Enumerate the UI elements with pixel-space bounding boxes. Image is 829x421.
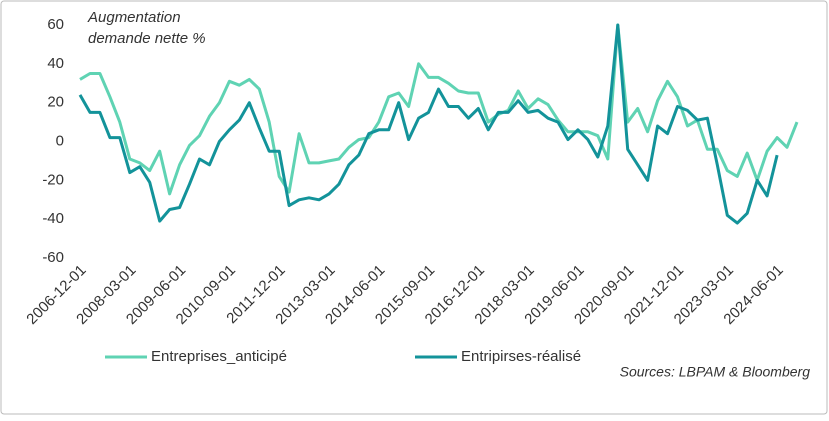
y-tick-label: 0 bbox=[56, 132, 64, 149]
y-tick-label: 40 bbox=[47, 55, 64, 72]
series-line bbox=[79, 23, 799, 196]
legend-label: Entripirses-réalisé bbox=[461, 348, 581, 365]
legend-label: Entreprises_anticipé bbox=[151, 348, 287, 365]
y-axis-label: demande nette % bbox=[88, 30, 206, 47]
y-axis-label: Augmentation bbox=[87, 9, 181, 26]
y-tick-label: -60 bbox=[42, 249, 64, 266]
source-note: Sources: LBPAM & Bloomberg bbox=[620, 364, 811, 380]
y-tick-label: 20 bbox=[47, 94, 64, 111]
y-tick-label: -20 bbox=[42, 171, 64, 188]
y-tick-label: -40 bbox=[42, 210, 64, 227]
series-line bbox=[78, 23, 779, 225]
y-tick-label: 60 bbox=[47, 16, 64, 33]
